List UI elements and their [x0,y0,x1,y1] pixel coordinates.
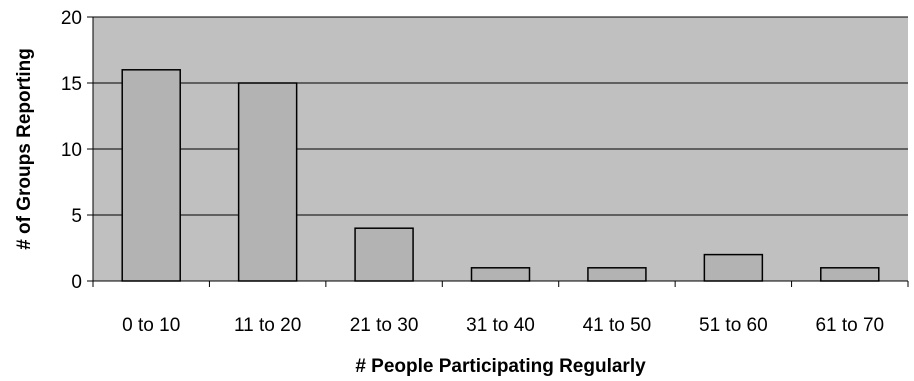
bar-0-to-10 [121,69,181,282]
x-tick-label: 51 to 60 [699,315,768,336]
x-tick-label: 31 to 40 [466,315,535,336]
y-tick-label: 5 [71,206,82,227]
y-tick-label: 0 [71,272,82,293]
bar-11-to-20 [237,82,298,282]
y-axis-title: # of Groups Reporting [14,48,35,250]
bar-21-to-30 [354,227,414,282]
x-axis-ticks: 0 to 10 11 to 20 21 to 30 31 to 40 41 to 50 5… [92,281,909,336]
x-tick-label: 11 to 20 [234,315,301,336]
y-tick-label: 20 [61,8,82,29]
x-tick-label: 41 to 50 [583,315,652,336]
bar-51-to-60 [703,253,764,282]
y-tick-label: 15 [61,74,82,95]
x-axis-title: # People Participating Regularly [355,356,646,377]
y-axis-ticks: 0 5 10 15 20 [61,8,93,293]
bar-41-to-50 [587,267,647,282]
bar-61-to-70 [820,267,880,282]
x-tick-label: 0 to 10 [122,315,180,336]
bar-31-to-40 [470,267,531,282]
y-tick-label: 10 [61,140,82,161]
x-tick-label: 21 to 30 [350,315,419,336]
x-tick-label: 61 to 70 [815,315,884,336]
bars [121,69,880,282]
